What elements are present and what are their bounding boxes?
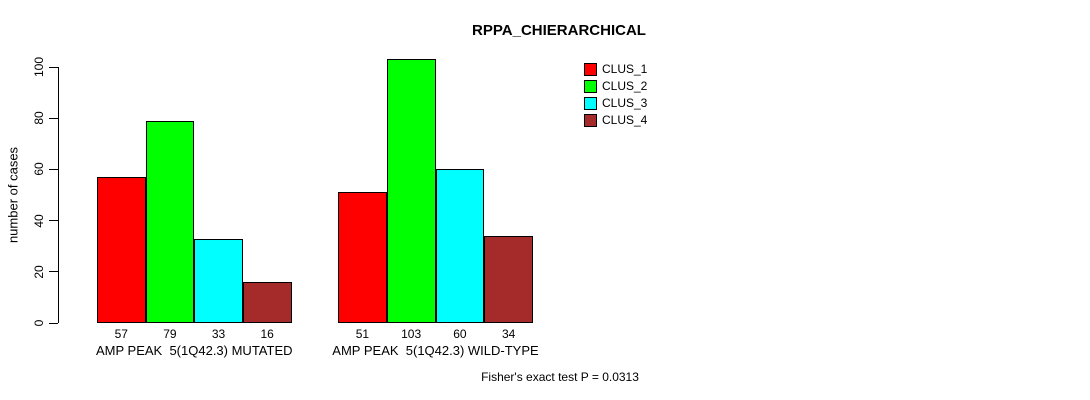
bar-value-label: 33 xyxy=(211,327,226,341)
y-axis-line xyxy=(57,67,59,323)
legend-swatch-clus_4 xyxy=(584,114,597,127)
x-category-label: AMP PEAK 5(1Q42.3) WILD-TYPE xyxy=(332,343,539,358)
legend-swatch-clus_3 xyxy=(584,97,597,110)
legend-label-clus_1: CLUS_1 xyxy=(602,62,648,76)
y-axis-label: number of cases xyxy=(5,146,21,244)
y-tick xyxy=(48,168,58,170)
y-tick-label: 60 xyxy=(32,162,46,177)
y-tick-label: 100 xyxy=(32,56,46,78)
x-category-label: AMP PEAK 5(1Q42.3) MUTATED xyxy=(96,343,293,358)
annotation-text: Fisher's exact test P = 0.0313 xyxy=(481,370,639,384)
bar-clus_4-group2 xyxy=(484,235,533,323)
bar-clus_2-group1 xyxy=(145,120,195,323)
y-tick xyxy=(48,220,58,222)
bar-clus_1-group1 xyxy=(97,177,146,323)
y-tick-label: 40 xyxy=(32,213,46,228)
legend-swatch-clus_1 xyxy=(584,63,597,76)
legend-label-clus_3: CLUS_3 xyxy=(602,96,648,110)
legend-label-clus_4: CLUS_4 xyxy=(602,113,648,127)
y-tick xyxy=(48,322,58,324)
bar-value-label: 16 xyxy=(260,327,274,341)
legend-label-clus_2: CLUS_2 xyxy=(602,79,648,93)
y-tick-label: 80 xyxy=(32,111,46,125)
bar-clus_3-group2 xyxy=(435,169,485,323)
bar-value-label: 103 xyxy=(401,327,422,341)
bar-value-label: 34 xyxy=(501,327,516,341)
y-tick xyxy=(48,271,58,273)
legend-swatch-clus_2 xyxy=(584,80,597,93)
y-tick xyxy=(48,117,58,119)
bar-value-label: 60 xyxy=(453,327,467,341)
y-tick-label: 0 xyxy=(32,319,46,327)
bar-value-label: 57 xyxy=(114,327,128,341)
bar-value-label: 51 xyxy=(355,327,370,341)
y-tick xyxy=(48,66,58,68)
chart-title: RPPA_CHIERARCHICAL xyxy=(472,22,646,39)
y-tick-label: 20 xyxy=(32,265,46,279)
bar-value-label: 79 xyxy=(163,327,177,341)
bar-clus_2-group2 xyxy=(386,59,436,323)
bar-clus_3-group1 xyxy=(194,238,243,323)
bar-clus_1-group2 xyxy=(338,192,387,323)
bar-clus_4-group1 xyxy=(242,282,292,323)
